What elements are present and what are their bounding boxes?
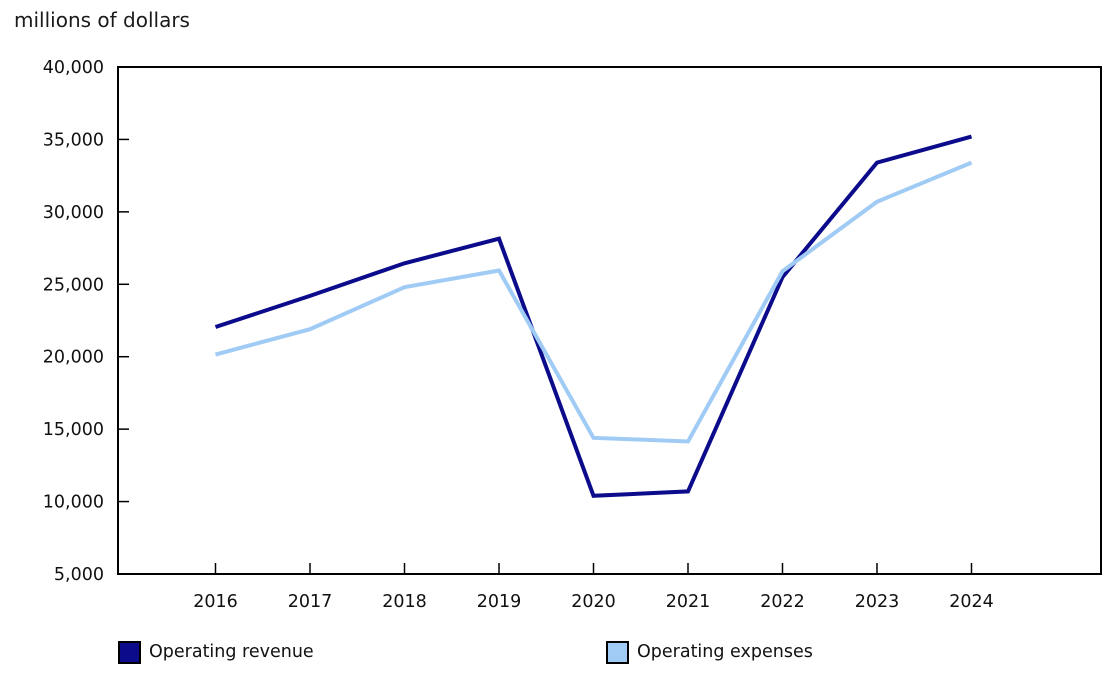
series-line-operating-expenses	[214, 160, 973, 444]
x-tick-label: 2018	[382, 592, 427, 612]
x-tick-label: 2016	[193, 592, 238, 612]
legend-swatch-operating-expenses	[606, 640, 629, 664]
series-line-operating-revenue	[214, 134, 973, 498]
line-chart: 5,000 10,000 15,000 20,000 25,000 30,000 35,00…	[43, 58, 1102, 612]
x-tick-label: 2021	[666, 592, 711, 612]
legend-swatch-operating-revenue	[118, 640, 141, 664]
x-tick-label: 2020	[571, 592, 616, 612]
chart-title: millions of dollars	[14, 8, 190, 32]
y-tick-label: 5,000	[54, 565, 104, 585]
y-tick-label: 10,000	[43, 493, 104, 513]
legend-label-operating-expenses: Operating expenses	[637, 642, 813, 662]
y-tick-label: 25,000	[43, 275, 104, 295]
y-tick-label: 40,000	[43, 58, 104, 78]
x-tick-label: 2022	[760, 592, 805, 612]
legend-label-operating-revenue: Operating revenue	[149, 642, 314, 662]
y-tick-label: 15,000	[43, 420, 104, 440]
chart-legend: Operating revenue Operating expenses	[0, 637, 1116, 667]
legend-item-operating-expenses: Operating expenses	[606, 640, 813, 664]
x-tick-label: 2023	[855, 592, 900, 612]
x-tick-label: 2024	[949, 592, 994, 612]
line-chart-svg: 5,000 10,000 15,000 20,000 25,000 30,000 35,00…	[43, 58, 1102, 612]
y-tick-label: 30,000	[43, 203, 104, 223]
y-tick-label: 35,000	[43, 130, 104, 150]
x-tick-label: 2017	[288, 592, 333, 612]
y-tick-label: 20,000	[43, 348, 104, 368]
plot-border	[117, 66, 1102, 575]
legend-item-operating-revenue: Operating revenue	[118, 640, 314, 664]
x-tick-label: 2019	[477, 592, 522, 612]
